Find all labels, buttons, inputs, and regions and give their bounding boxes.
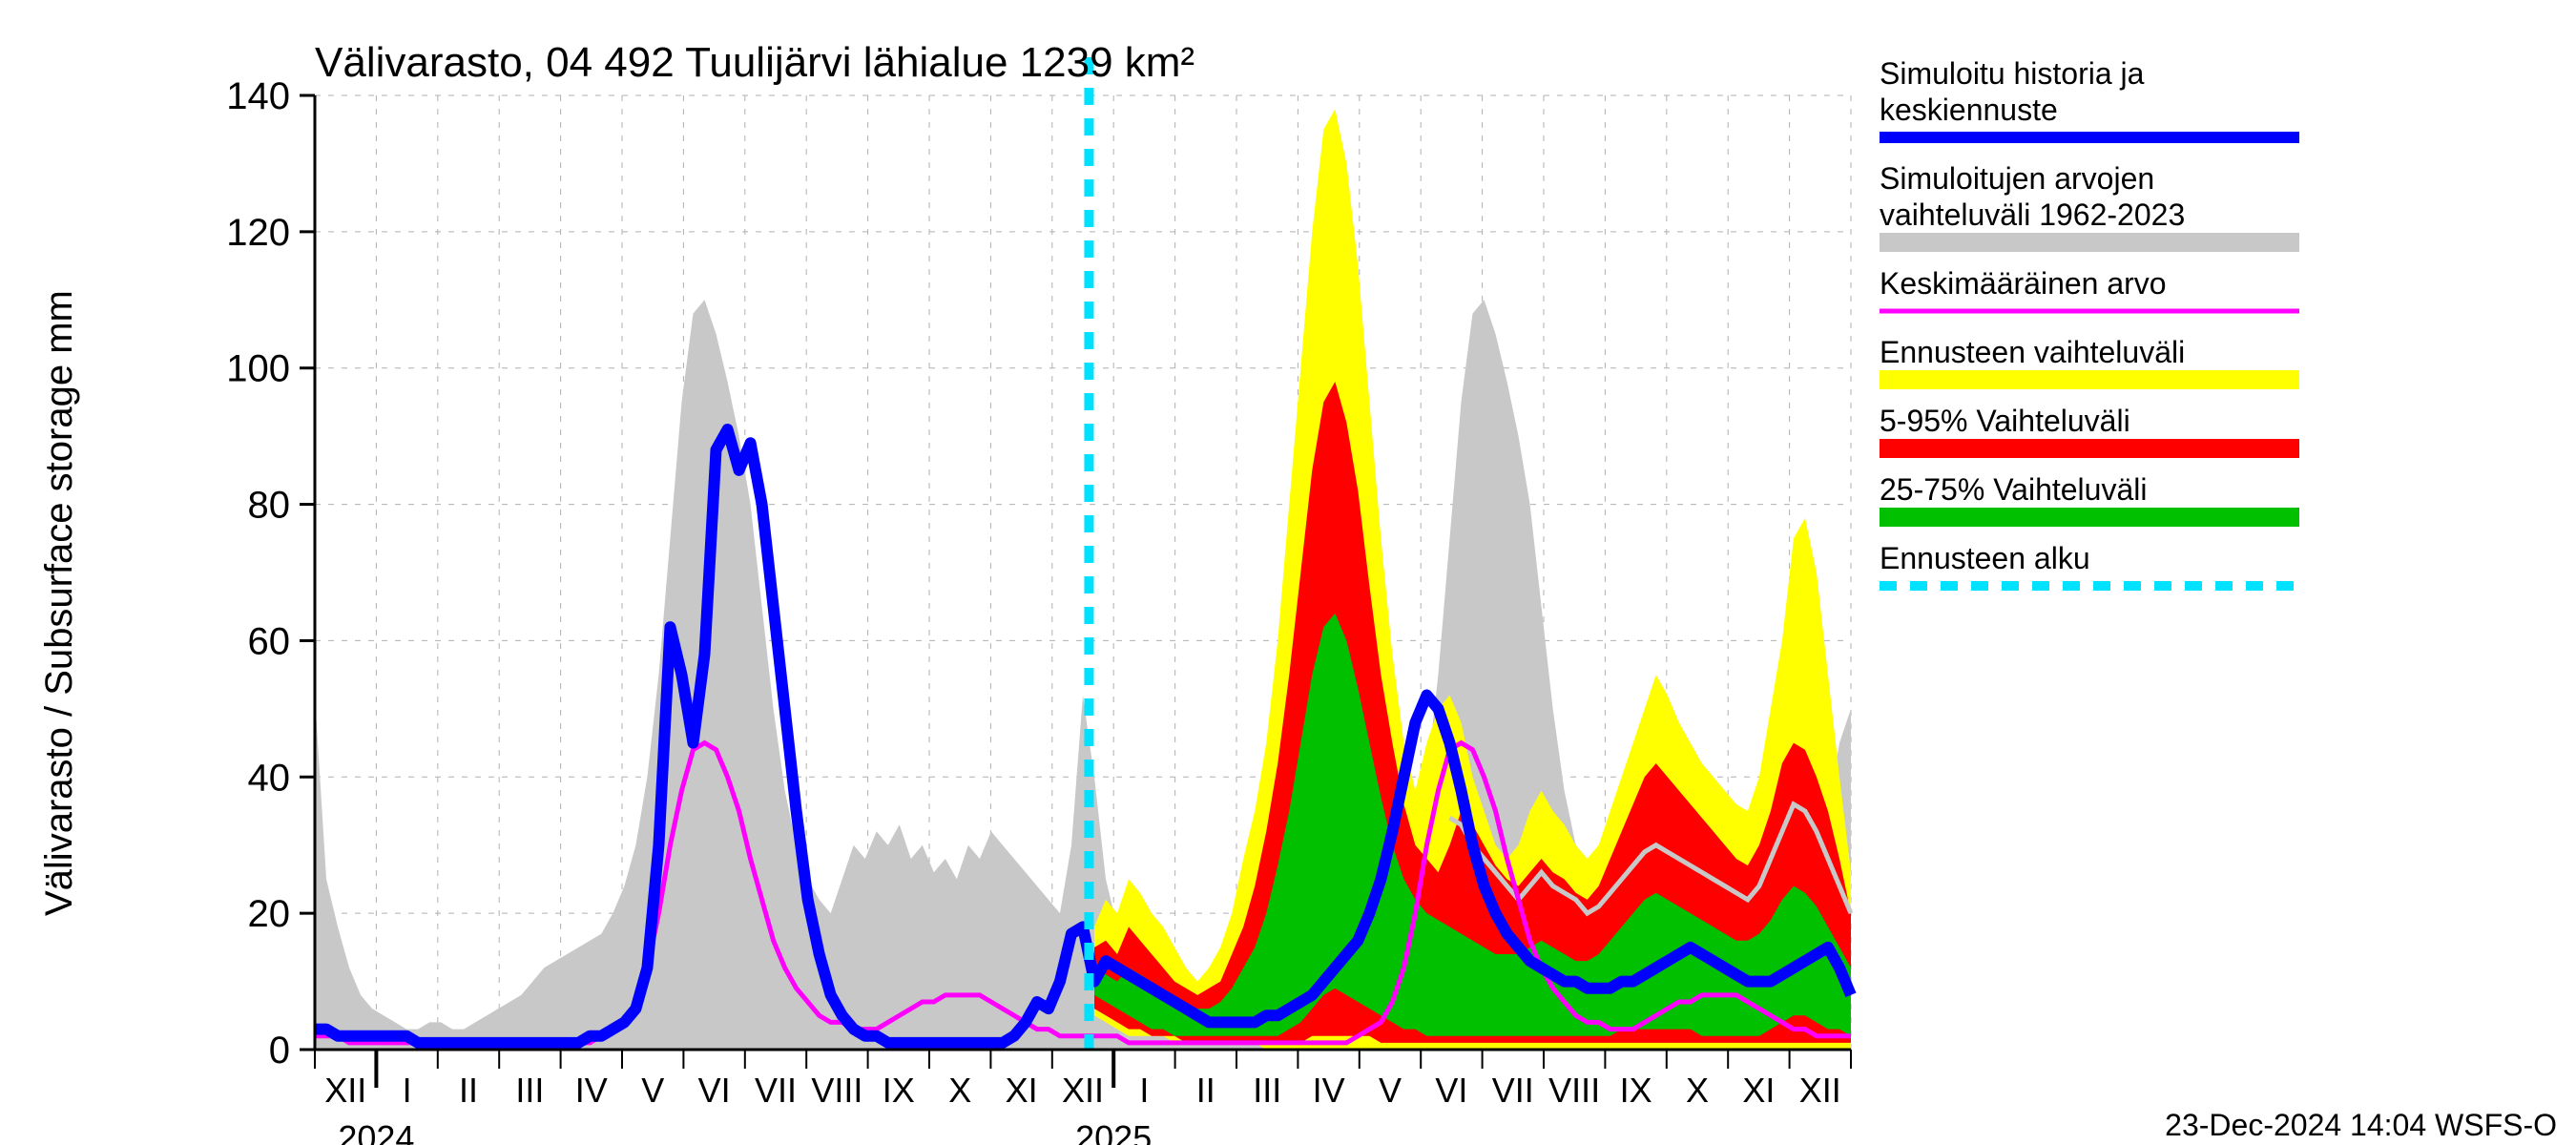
x-tick-label: II: [459, 1071, 478, 1110]
y-tick-label: 140: [226, 75, 290, 117]
x-tick-label: IX: [883, 1071, 915, 1110]
legend-swatch: [1880, 233, 2299, 252]
y-tick-label: 40: [248, 757, 291, 799]
legend-label: keskiennuste: [1880, 93, 2058, 127]
x-tick-label: VIII: [1548, 1071, 1600, 1110]
legend-label: Simuloitujen arvojen: [1880, 161, 2154, 196]
legend-swatch: [1880, 508, 2299, 527]
y-tick-label: 80: [248, 485, 291, 527]
x-tick-label: IX: [1620, 1071, 1652, 1110]
x-tick-label: XI: [1742, 1071, 1775, 1110]
x-tick-label: VI: [1435, 1071, 1467, 1110]
y-tick-label: 120: [226, 212, 290, 254]
x-tick-label: VIII: [811, 1071, 862, 1110]
legend-label: 25-75% Vaihteluväli: [1880, 472, 2147, 507]
legend-swatch: [1880, 370, 2299, 389]
x-tick-label: IV: [575, 1071, 608, 1110]
legend-label: Ennusteen vaihteluväli: [1880, 335, 2185, 369]
legend-label: Keskimääräinen arvo: [1880, 266, 2167, 301]
x-tick-label: III: [1253, 1071, 1281, 1110]
y-tick-label: 0: [269, 1030, 290, 1072]
chart-svg: 020406080100120140XIIIIIIIIIVVVIVIIVIIII…: [0, 0, 2576, 1145]
x-tick-label: X: [1686, 1071, 1709, 1110]
x-tick-label: XII: [1062, 1071, 1104, 1110]
legend-label: Ennusteen alku: [1880, 541, 2090, 575]
legend-label: 5-95% Vaihteluväli: [1880, 404, 2130, 438]
year-label-left: 2024: [338, 1118, 414, 1145]
chart-root: 020406080100120140XIIIIIIIIIVVVIVIIVIIII…: [0, 0, 2576, 1145]
year-label-right: 2025: [1075, 1118, 1152, 1145]
legend-label: vaihteluväli 1962-2023: [1880, 198, 2185, 232]
x-tick-label: VII: [1492, 1071, 1534, 1110]
x-tick-label: X: [948, 1071, 971, 1110]
y-tick-label: 20: [248, 893, 291, 935]
legend-label: Simuloitu historia ja: [1880, 56, 2145, 91]
x-tick-label: V: [641, 1071, 664, 1110]
x-tick-label: XI: [1006, 1071, 1038, 1110]
y-tick-label: 100: [226, 348, 290, 390]
y-tick-label: 60: [248, 620, 291, 662]
x-tick-label: V: [1379, 1071, 1402, 1110]
x-tick-label: VII: [755, 1071, 797, 1110]
legend-swatch: [1880, 439, 2299, 458]
x-tick-label: IV: [1313, 1071, 1345, 1110]
x-tick-label: III: [515, 1071, 544, 1110]
timestamp-label: 23-Dec-2024 14:04 WSFS-O: [2165, 1108, 2557, 1142]
x-tick-label: XII: [1799, 1071, 1841, 1110]
x-tick-label: VI: [698, 1071, 731, 1110]
x-tick-label: II: [1196, 1071, 1215, 1110]
x-tick-label: XII: [324, 1071, 366, 1110]
chart-title: Välivarasto, 04 492 Tuulijärvi lähialue …: [315, 39, 1195, 86]
y-axis-label: Välivarasto / Subsurface storage mm: [38, 290, 80, 916]
x-tick-label: I: [403, 1071, 412, 1110]
x-tick-label: I: [1139, 1071, 1149, 1110]
